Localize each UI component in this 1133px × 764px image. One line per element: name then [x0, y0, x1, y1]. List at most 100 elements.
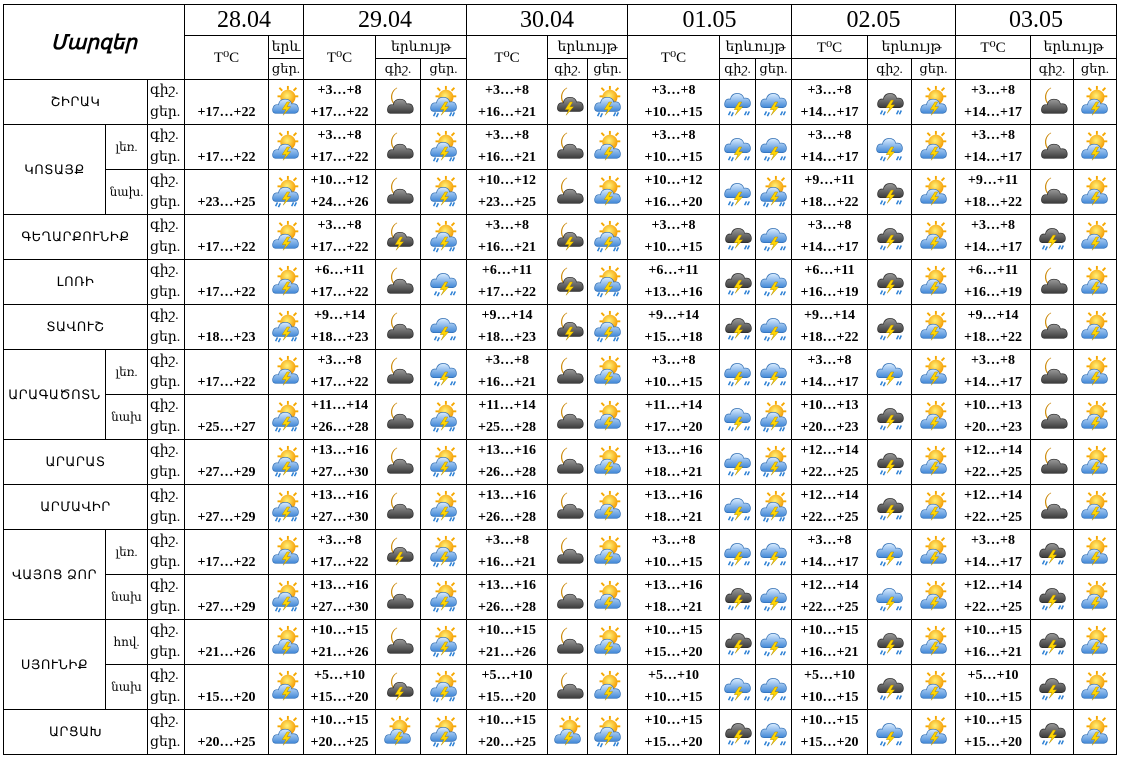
cloud-storm-icon	[1039, 543, 1066, 566]
region-subzone: հով.	[105, 619, 148, 665]
day-weather-cell	[911, 214, 956, 260]
night-weather-cell	[719, 709, 756, 755]
temperature-range: +9…+11 +18…+22	[791, 169, 868, 215]
night-temp-value: +12…+14	[964, 488, 1022, 503]
cloud-rain-storm-icon	[723, 453, 751, 477]
temperature-range: +5…+10 +10…+15	[791, 664, 868, 710]
night-temp-value: +10…+13	[800, 398, 859, 413]
temperature-range: +12…+14 +22…+25	[791, 439, 868, 485]
night-temp-value: +3…+8	[317, 533, 362, 548]
forecast-row: նախ գիշ. ցեր. +27…+29 +13…+16 +27…+30 +13…+16…	[4, 574, 1117, 620]
day-weather-cell	[755, 709, 792, 755]
temperature-range: +10…+12 +16…+20	[627, 169, 720, 215]
sun-cloud-rain-storm-icon	[272, 175, 300, 208]
temperature-range: +13…+16 +27…+30	[303, 439, 376, 485]
cloud-rain-storm-icon	[759, 363, 787, 387]
day-temp-value: +18…+21	[644, 510, 703, 525]
day-weather-cell	[587, 439, 628, 485]
forecast-row: նախ գիշ. ցեր. +25…+27 +11…+14 +26…+28 +11…+14…	[4, 394, 1117, 440]
day-temp-value: +17…+22	[197, 555, 256, 570]
temperature-range: +10…+15 +20…+25	[466, 709, 548, 755]
day-weather-cell	[911, 709, 956, 755]
night-temp-value: +3…+8	[485, 533, 529, 548]
night-temp-value: +3…+8	[651, 218, 696, 233]
day-temperature: +27…+29	[184, 439, 269, 485]
night-temp-value: +3…+8	[485, 128, 529, 143]
night-temp-value: +3…+8	[317, 128, 362, 143]
day-temp-value: +26…+28	[478, 600, 536, 615]
night-weather-cell	[867, 214, 912, 260]
sun-cloud-storm-icon	[919, 445, 947, 476]
night-day-labels: գիշ. ցեր.	[147, 394, 185, 440]
weather-icon-cell	[268, 169, 304, 215]
day-temp-value: +21…+26	[197, 645, 256, 660]
night-temp-value: +12…+14	[964, 443, 1022, 458]
region-subzone: նախ	[105, 664, 148, 710]
day-temp-value: +27…+29	[197, 600, 256, 615]
night-weather-cell	[1030, 709, 1074, 755]
temperature-range: +5…+10 +15…+20	[303, 664, 376, 710]
empty-subheader	[955, 58, 1031, 80]
temperature-range: +13…+16 +18…+21	[627, 484, 720, 530]
night-weather-cell	[719, 214, 756, 260]
day-weather-cell	[1073, 214, 1117, 260]
day-temp-value: +10…+15	[644, 555, 703, 570]
phenomenon-header: երևույթ	[547, 35, 628, 59]
forecast-body: ՇԻՐԱԿ գիշ. ցեր. +17…+22 +3…+8 +17…+22 +3…+8 +1…	[3, 79, 1117, 755]
night-temp-value: +12…+14	[800, 488, 859, 503]
temperature-range: +13…+16 +26…+28	[466, 439, 548, 485]
day-weather-cell	[420, 79, 467, 125]
night-weather-cell	[547, 349, 588, 395]
sun-cloud-storm-icon	[1081, 355, 1109, 386]
sun-cloud-storm-icon	[272, 265, 300, 296]
cloud-storm-icon	[876, 228, 904, 251]
day-temp-value: +22…+25	[800, 510, 859, 525]
weather-icon-cell	[268, 214, 304, 260]
cloud-rain-storm-icon	[723, 93, 751, 117]
temperature-range: +3…+8 +14…+17	[791, 349, 868, 395]
night-weather-cell	[547, 79, 588, 125]
weather-icon-cell	[268, 394, 304, 440]
night-weather-cell	[547, 259, 588, 305]
moon-cloud-icon	[556, 582, 584, 609]
cloud-rain-storm-icon	[875, 543, 903, 567]
moon-cloud-icon	[1041, 402, 1068, 429]
date-header-4: 01.05	[627, 4, 792, 36]
sun-cloud-rain-storm-icon	[429, 715, 457, 748]
night-day-labels: գիշ. ցեր.	[147, 214, 185, 260]
night-temp-value: +10…+15	[800, 713, 859, 728]
day-weather-cell	[755, 394, 792, 440]
night-temp-value: +3…+8	[807, 218, 852, 233]
temp-header: T⁰C	[303, 35, 376, 80]
phenomenon-header: երև	[268, 35, 304, 59]
day-weather-cell	[587, 619, 628, 665]
day-temp-value: +15…+20	[964, 735, 1022, 750]
night-subheader: գիշ.	[375, 58, 421, 80]
night-temp-value: +5…+10	[967, 668, 1019, 683]
sun-cloud-storm-icon	[919, 175, 947, 206]
night-temp-value: +13…+16	[644, 488, 703, 503]
region-name: ԱՐՄԱՎԻՐ	[3, 484, 148, 530]
forecast-row: ԱՐԱԳԱԾՈՏՆ լեռ. գիշ. ցեր. +17…+22 +3…+8 +17…+2…	[3, 349, 1117, 440]
sun-cloud-rain-storm-icon	[272, 490, 300, 523]
temp-header: T⁰C	[466, 35, 548, 80]
night-weather-cell	[375, 214, 421, 260]
day-weather-cell	[587, 79, 628, 125]
night-weather-cell	[547, 619, 588, 665]
night-weather-cell	[719, 574, 756, 620]
sun-cloud-storm-icon	[1081, 445, 1109, 476]
sun-cloud-rain-storm-icon	[429, 175, 457, 208]
sun-cloud-storm-icon	[919, 670, 947, 701]
night-temp-value: +6…+11	[804, 263, 855, 278]
night-weather-cell	[375, 709, 421, 755]
region-name: ԼՈՌԻ	[3, 259, 148, 305]
cloud-rain-storm-icon	[759, 93, 787, 117]
region-name: ՎԱՅՈՑ ՁՈՐ	[3, 529, 106, 620]
day-weather-cell	[755, 169, 792, 215]
night-day-labels: գիշ. ցեր.	[147, 529, 185, 575]
night-weather-cell	[547, 484, 588, 530]
night-temp-value: +3…+8	[317, 83, 362, 98]
day-weather-cell	[1073, 529, 1117, 575]
day-temp-value: +16…+21	[478, 105, 536, 120]
day-weather-cell	[420, 529, 467, 575]
